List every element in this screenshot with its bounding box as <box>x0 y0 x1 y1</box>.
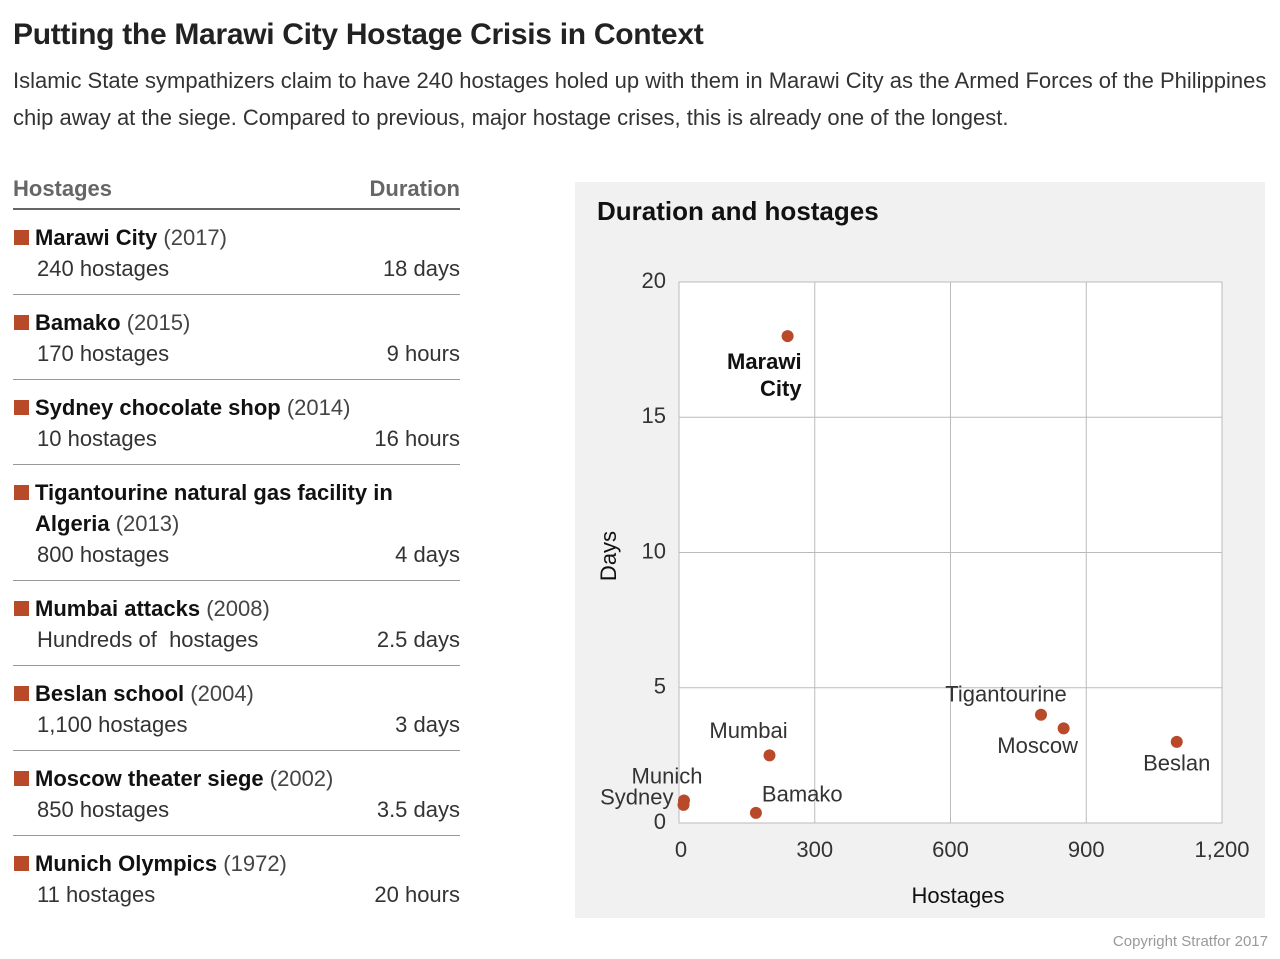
duration: 3.5 days <box>376 797 460 822</box>
event-year: (2017) <box>163 225 227 250</box>
duration: 9 hours <box>386 341 460 366</box>
point-label: Bamako <box>762 782 843 807</box>
row-details: 10 hostages 16 hours <box>13 423 460 454</box>
duration: 18 days <box>382 256 460 281</box>
data-point <box>1035 708 1047 721</box>
table-row: Bamako (2015) 170 hostages 9 hours <box>13 295 460 380</box>
hostages-count: 11 hostages <box>37 882 156 907</box>
row-title: Sydney chocolate shop (2014) <box>13 392 405 423</box>
data-point <box>763 749 776 762</box>
copyright: Copyright Stratfor 2017 <box>1112 933 1268 950</box>
x-tick-label: 600 <box>932 837 969 862</box>
event-year: (2002) <box>269 766 334 791</box>
point-label: Tigantourine <box>945 682 1066 707</box>
row-details: Hundreds of hostages 2.5 days <box>13 624 460 655</box>
column-header: Duration <box>369 176 460 201</box>
point-label: Sydney <box>600 785 673 810</box>
table: Hostages Duration Marawi City (2017) 240 … <box>13 176 460 920</box>
x-axis-title: Hostages <box>912 883 1005 908</box>
row-details: 800 hostages 4 days <box>13 539 460 570</box>
point-label: Mumbai <box>709 718 787 743</box>
duration: 3 days <box>395 712 460 737</box>
x-tick-label: 300 <box>796 837 833 862</box>
table-row: Sydney chocolate shop (2014) 10 hostages 1… <box>13 380 460 465</box>
y-tick-label: 10 <box>642 538 666 563</box>
event-name: Bamako <box>35 310 121 335</box>
duration: 2.5 days <box>376 627 460 652</box>
row-details: 11 hostages 20 hours <box>13 879 460 910</box>
row-details: 170 hostages 9 hours <box>13 338 460 369</box>
table-row: Mumbai attacks (2008) Hundreds of hostage… <box>13 581 460 666</box>
event-name: Beslan school <box>35 681 185 706</box>
data-point <box>781 330 794 343</box>
event-name: Mumbai attacks <box>35 596 201 621</box>
data-point <box>1057 722 1070 735</box>
y-axis-title: Days <box>596 531 621 581</box>
row-title: Marawi City (2017) <box>13 222 405 253</box>
table-row: Munich Olympics (1972) 11 hostages 20 hour… <box>13 836 460 920</box>
y-tick-label: 15 <box>642 403 666 428</box>
event-year: (2014) <box>286 395 351 420</box>
point-label: Munich <box>632 763 703 788</box>
event-name: Tigantourine natural gas facility in Alg… <box>35 480 393 536</box>
hostages-count: 240 hostages <box>37 256 170 281</box>
hostages-count: Hundreds of hostages <box>37 627 259 652</box>
hostages-count: 1,100 hostages <box>37 712 188 737</box>
data-point <box>677 794 690 807</box>
row-title: Tigantourine natural gas facility in Alg… <box>13 477 405 539</box>
hostages-count: 170 hostages <box>37 341 170 366</box>
y-tick-label: 0 <box>654 809 666 834</box>
row-title: Beslan school (2004) <box>13 678 405 709</box>
x-tick-label: 0 <box>675 837 687 862</box>
point-label: Marawi City <box>727 349 802 401</box>
row-title: Bamako (2015) <box>13 307 405 338</box>
event-year: (2008) <box>206 596 270 621</box>
table-body: Marawi City (2017) 240 hostages 18 days Bam… <box>13 210 460 920</box>
point-label: Moscow <box>997 733 1078 758</box>
duration: 16 hours <box>374 426 460 451</box>
duration: 20 hours <box>374 882 460 907</box>
event-year: (2004) <box>190 681 254 706</box>
event-year: (1972) <box>223 851 287 876</box>
data-point <box>749 806 762 819</box>
hostages-count: 800 hostages <box>37 542 170 567</box>
hostages-count: 850 hostages <box>37 797 170 822</box>
row-details: 850 hostages 3.5 days <box>13 794 460 825</box>
chart-title: Duration and hostages <box>597 196 879 226</box>
event-year: (2013) <box>115 511 180 536</box>
row-title: Munich Olympics (1972) <box>13 848 405 879</box>
row-title: Moscow theater siege (2002) <box>13 763 405 794</box>
table-row: Tigantourine natural gas facility in Alg… <box>13 465 460 581</box>
table-header: Hostages Duration <box>13 176 460 210</box>
y-tick-label: 20 <box>642 268 666 293</box>
event-name: Sydney chocolate shop <box>35 395 281 420</box>
event-name: Munich Olympics <box>35 851 218 876</box>
x-tick-label: 900 <box>1068 837 1105 862</box>
table-row: Moscow theater siege (2002) 850 hostages 3… <box>13 751 460 836</box>
title: Putting the Marawi City Hostage Crisis i… <box>13 18 704 51</box>
duration: 4 days <box>395 542 460 567</box>
y-tick-label: 5 <box>654 674 666 699</box>
data-point <box>1170 735 1183 748</box>
event-name: Marawi City <box>35 225 158 250</box>
event-name: Moscow theater siege <box>35 766 264 791</box>
row-title: Mumbai attacks (2008) <box>13 593 405 624</box>
column-header: Hostages <box>13 176 113 201</box>
event-year: (2015) <box>126 310 191 335</box>
table-row: Beslan school (2004) 1,100 hostages 3 days <box>13 666 460 751</box>
hostages-count: 10 hostages <box>37 426 157 451</box>
point-label: Beslan <box>1143 751 1210 776</box>
subtitle: Islamic State sympathizers claim to have… <box>13 68 1267 130</box>
x-tick-label: 1,200 <box>1194 837 1249 862</box>
table-row: Marawi City (2017) 240 hostages 18 days <box>13 210 460 295</box>
row-details: 240 hostages 18 days <box>13 253 460 284</box>
row-details: 1,100 hostages 3 days <box>13 709 460 740</box>
